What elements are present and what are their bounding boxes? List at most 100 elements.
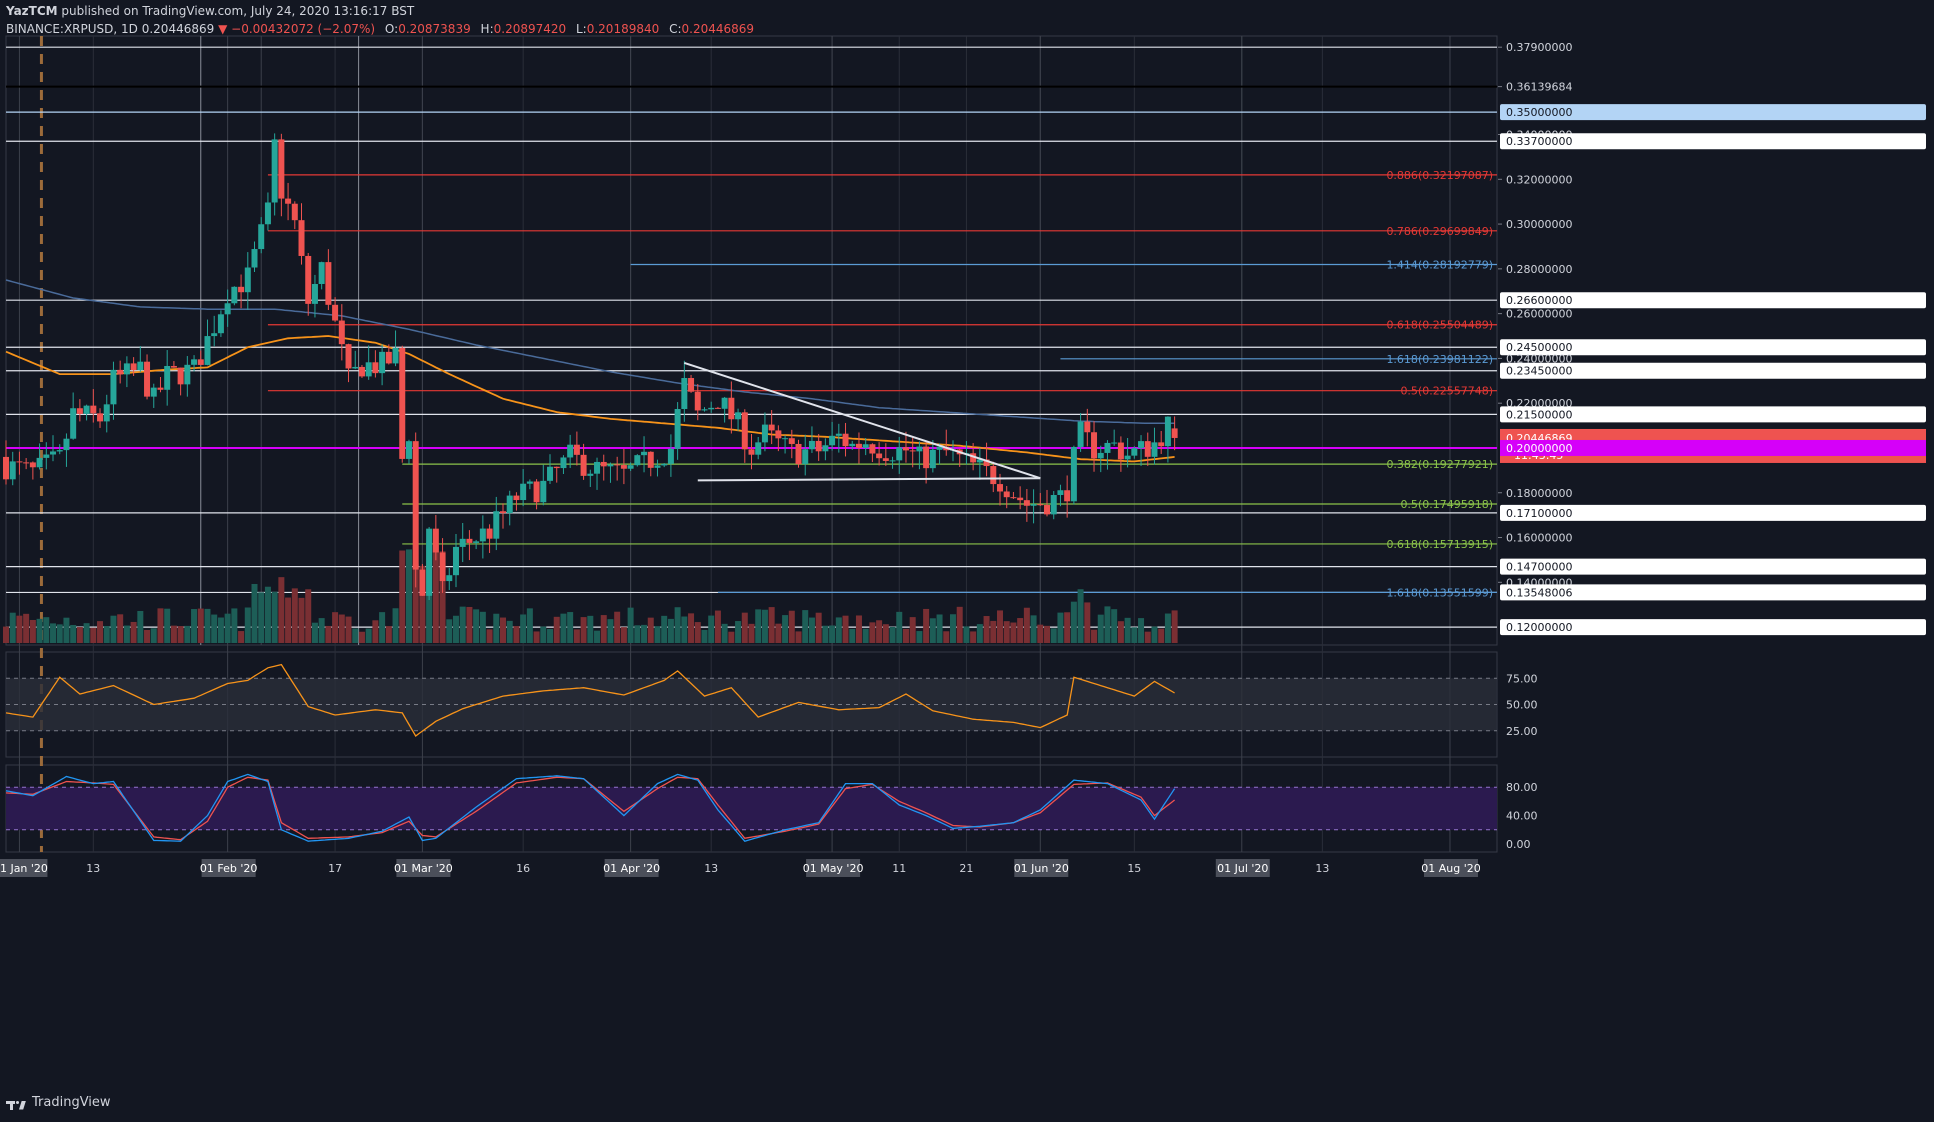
tradingview-logo-icon: [6, 1096, 26, 1110]
level-price-label: 0.23450000: [1506, 365, 1572, 378]
volume-bar: [1131, 627, 1138, 643]
time-label-bg: [1215, 859, 1270, 877]
candle-body: [191, 359, 198, 365]
volume-bar: [815, 612, 822, 643]
volume-bar: [822, 625, 829, 643]
volume-bar: [191, 609, 198, 643]
price-axis: 0.379000000.361396840.350000000.34000000…: [1498, 36, 1934, 855]
candle-body: [70, 408, 77, 439]
time-label: 01 Jun '20: [1014, 862, 1069, 875]
time-label: 01 Mar '20: [394, 862, 453, 875]
stoch-level-label: 40.00: [1506, 810, 1538, 823]
candle-body: [929, 449, 936, 469]
volume-bar: [23, 613, 30, 643]
volume-bar: [258, 592, 265, 643]
symbol-name[interactable]: BINANCE:XRPUSD, 1D: [6, 22, 138, 36]
price-tick-label: 0.30000000: [1506, 218, 1572, 231]
candle-body: [251, 249, 258, 268]
volume-bar: [835, 617, 842, 643]
open-label: O:: [384, 22, 399, 36]
volume-bar: [896, 611, 903, 643]
author-name[interactable]: YazTCM: [6, 4, 58, 18]
candle-body: [876, 453, 883, 459]
candle-body: [372, 362, 379, 374]
candle-body: [829, 435, 836, 446]
candle-body: [849, 443, 856, 447]
candle-body: [634, 455, 641, 466]
candle-body: [714, 407, 721, 409]
time-axis: 01 Jan '20 13 01 Feb '20 17 01 Mar '20 16 01 A…: [0, 859, 1481, 877]
time-label: 16: [516, 862, 530, 875]
candle-body: [674, 409, 681, 449]
volume-bar: [681, 616, 688, 643]
candle-body: [479, 528, 486, 542]
candle-body: [607, 464, 614, 467]
volume-bar: [889, 626, 896, 643]
volume-bar: [607, 619, 614, 643]
volume-bar: [217, 617, 224, 643]
candle-body: [1077, 421, 1084, 447]
support-trendline: [697, 477, 1041, 482]
volume-bar: [446, 619, 453, 643]
volume-bar: [318, 618, 325, 643]
volume-bar: [486, 629, 493, 643]
volume-bar: [788, 610, 795, 643]
candle-body: [533, 481, 540, 503]
tradingview-logo[interactable]: TradingView: [6, 1095, 111, 1110]
volume-bar: [1097, 614, 1104, 643]
volume-bar: [500, 617, 506, 643]
candle-body: [231, 286, 238, 304]
volume-bar: [419, 565, 426, 643]
candle-body: [1131, 448, 1138, 456]
volume-bar: [923, 608, 930, 643]
volume-bar: [708, 615, 715, 643]
candle-body: [392, 347, 399, 364]
candle-body: [808, 440, 815, 450]
volume-bar: [117, 614, 124, 643]
low-label: L:: [575, 22, 587, 36]
down-arrow-icon: ▼: [218, 22, 228, 36]
volume-bar: [291, 588, 298, 643]
candle-body: [902, 447, 909, 451]
candle-body: [768, 424, 775, 431]
candle-body: [896, 447, 903, 461]
volume-bar: [36, 618, 43, 643]
volume-bar: [197, 608, 204, 643]
level-price-label-bg: [1500, 584, 1926, 601]
volume-bar: [130, 621, 137, 643]
volume-bar: [157, 608, 164, 643]
volume-bars: [3, 542, 1178, 643]
stoch-level-label: 80.00: [1506, 781, 1538, 794]
volume-bar: [956, 606, 963, 643]
level-price-label-bg: [1500, 504, 1926, 521]
volume-bar: [164, 608, 171, 643]
volume-bar: [634, 625, 641, 643]
candle-body: [600, 461, 607, 467]
candle-body: [761, 424, 768, 443]
volume-bar: [876, 620, 883, 643]
volume-bar: [1017, 618, 1024, 643]
volume-bar: [768, 607, 775, 643]
candle-body: [567, 444, 574, 458]
volume-bar: [614, 611, 621, 643]
price-tick-label: 0.16000000: [1506, 532, 1572, 545]
volume-bar: [372, 620, 379, 643]
volume-bar: [63, 617, 70, 643]
candle-body: [580, 454, 587, 476]
candle-body: [688, 378, 695, 392]
candle-body: [822, 445, 829, 452]
candle-body: [130, 363, 137, 371]
time-label: 01 Feb '20: [200, 862, 258, 875]
candle-body: [1070, 446, 1077, 502]
level-price-label: 0.17100000: [1506, 507, 1572, 520]
volume-bar: [43, 617, 50, 643]
volume-bar: [352, 628, 359, 643]
volume-bar: [594, 630, 601, 643]
level-price-label: 0.21500000: [1506, 408, 1572, 421]
candle-body: [1064, 490, 1071, 502]
main-pane: [5, 35, 1498, 646]
tradingview-brand: TradingView: [32, 1095, 111, 1110]
candle-body: [708, 407, 715, 410]
time-label-bg: [604, 859, 659, 877]
